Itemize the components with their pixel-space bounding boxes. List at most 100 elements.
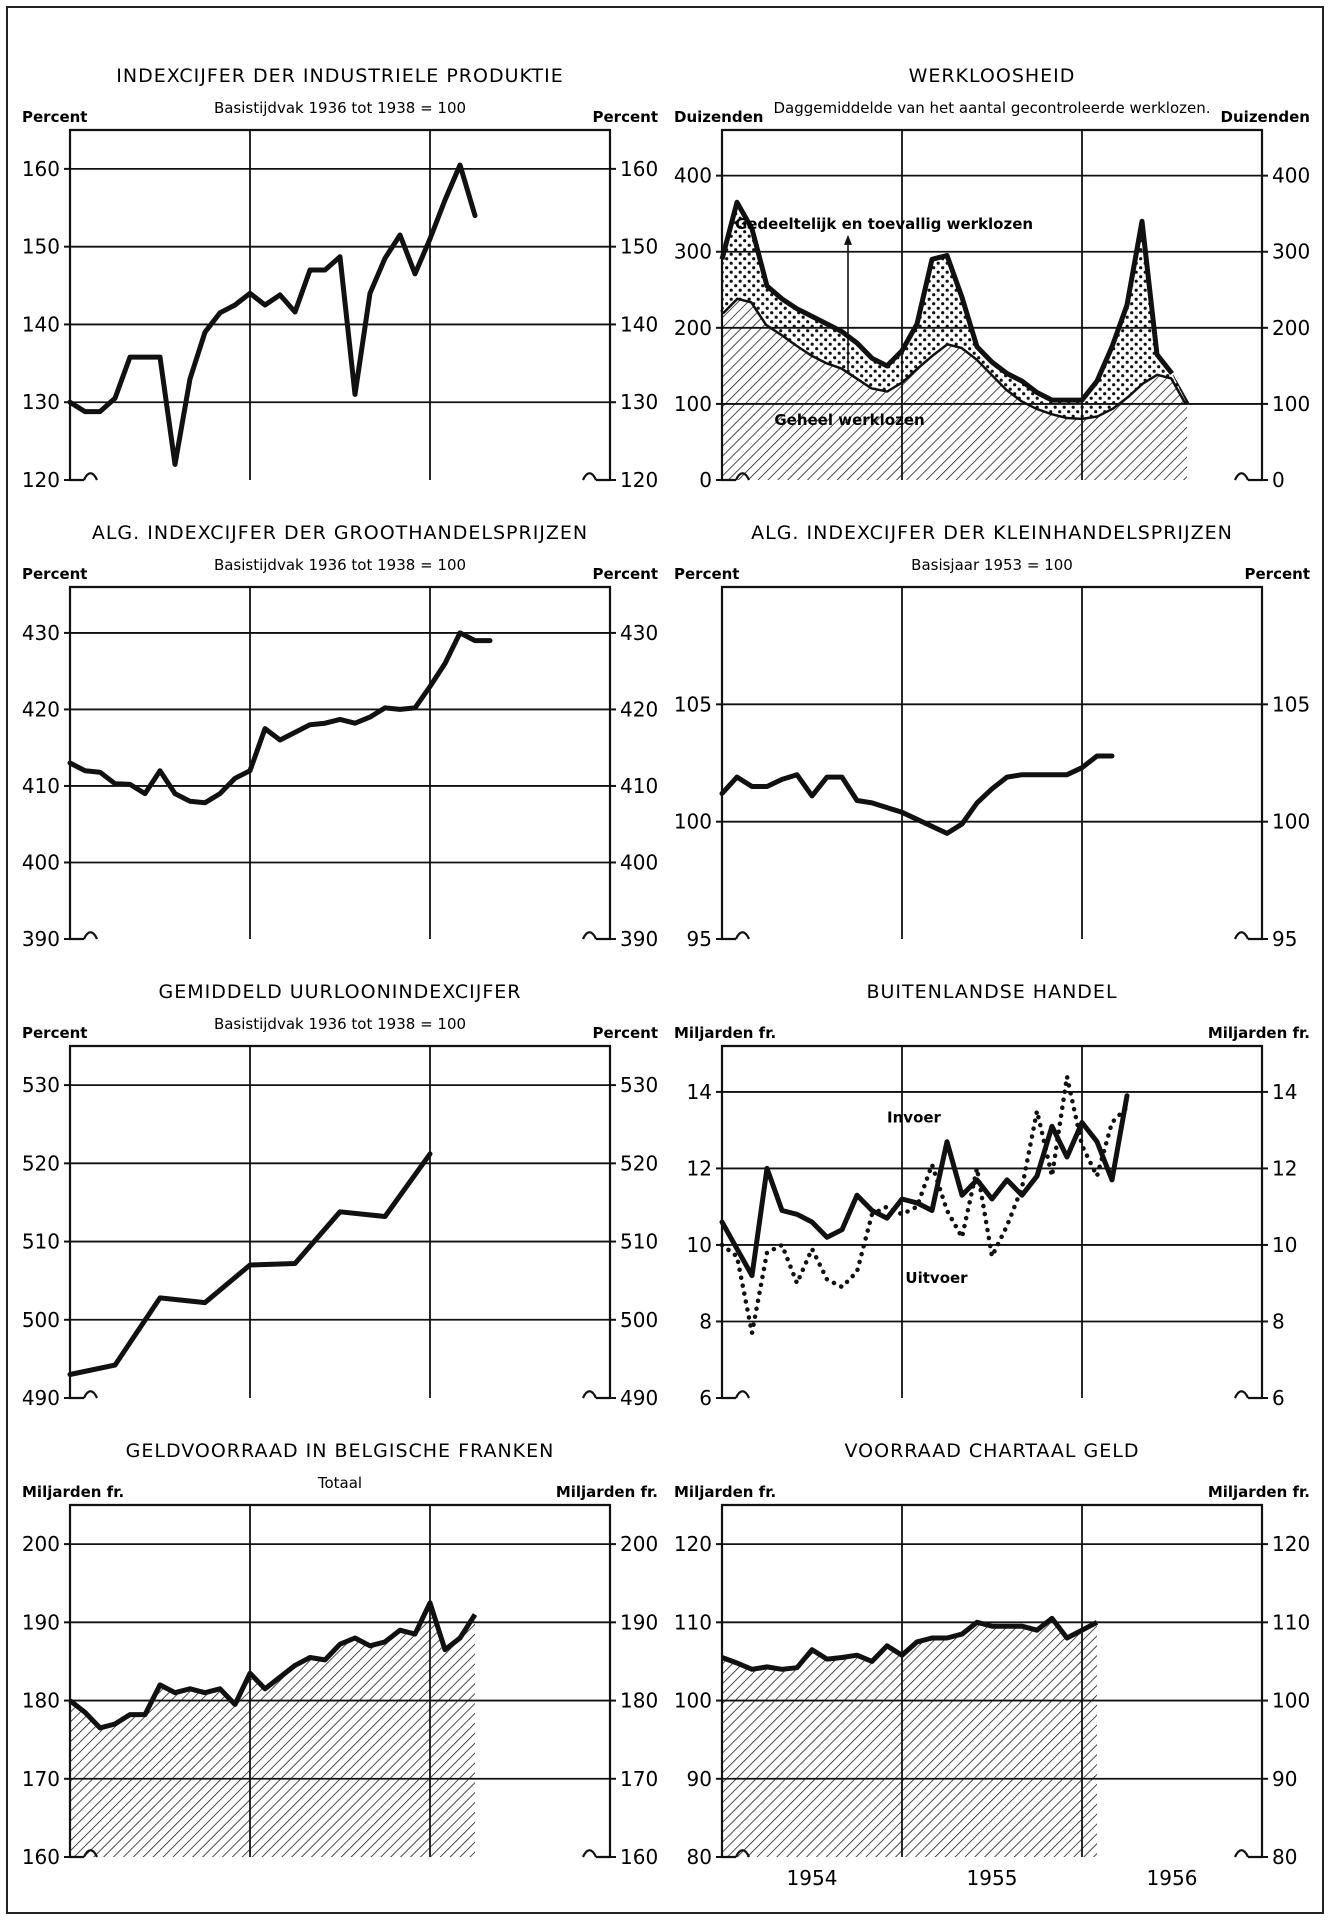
y-tick-label-left: 520 xyxy=(22,1151,60,1175)
axis-break xyxy=(82,931,598,940)
y-tick-label-left: 140 xyxy=(22,312,60,336)
series-invoer-line xyxy=(719,1093,1130,1279)
chart-currency: VOORRAAD CHARTAAL GELD Miljarden fr. Milja… xyxy=(674,1440,1310,1869)
y-tick-label-right: 90 xyxy=(1272,1767,1297,1791)
axis-break xyxy=(734,1849,1250,1858)
y-tick-label-right: 400 xyxy=(620,850,658,874)
y-tick-label-left: 150 xyxy=(22,235,60,259)
plot-frame xyxy=(720,585,1264,941)
y-unit-left: Percent xyxy=(22,108,87,126)
series-annotation: Gedeeltelijk en toevallig werklozen xyxy=(735,215,1033,233)
axis-break xyxy=(82,1849,598,1858)
y-tick-label-right: 10 xyxy=(1272,1233,1297,1257)
chart-subtitle: Basisjaar 1953 = 100 xyxy=(911,556,1073,574)
y-tick-label-left: 300 xyxy=(674,240,712,264)
y-tick-label-left: 160 xyxy=(22,157,60,181)
series-uitvoer-line xyxy=(719,1076,1130,1334)
y-tick-label-right: 170 xyxy=(620,1767,658,1791)
plot-frame xyxy=(720,1503,1264,1859)
y-tick-label-left: 430 xyxy=(22,621,60,645)
y-unit-right: Percent xyxy=(593,565,658,583)
series-0-line xyxy=(67,162,478,467)
y-tick-label-right: 160 xyxy=(620,157,658,181)
series-0-area xyxy=(722,1618,1097,1857)
chart-wholesale: ALG. INDEXCIJFER DER GROOTHANDELSPRIJZEN… xyxy=(22,522,658,951)
y-unit-left: Duizenden xyxy=(674,108,763,126)
y-tick-label-right: 410 xyxy=(620,774,658,798)
series-annotation: Geheel werklozen xyxy=(774,411,924,429)
y-tick-label-right: 160 xyxy=(620,1845,658,1869)
series-annotation: Invoer xyxy=(887,1109,942,1127)
y-tick-label-left: 14 xyxy=(687,1080,712,1104)
y-tick-label-right: 80 xyxy=(1272,1845,1297,1869)
series-0-line xyxy=(67,630,493,806)
y-tick-label-left: 6 xyxy=(699,1386,712,1410)
y-tick-label-right: 14 xyxy=(1272,1080,1297,1104)
y-tick-label-right: 200 xyxy=(620,1532,658,1556)
y-unit-right: Miljarden fr. xyxy=(1208,1024,1310,1042)
y-tick-label-right: 390 xyxy=(620,927,658,951)
y-tick-label-left: 510 xyxy=(22,1230,60,1254)
series-0-line xyxy=(721,1615,1099,1672)
chart-retail: ALG. INDEXCIJFER DER KLEINHANDELSPRIJZEN… xyxy=(674,522,1310,951)
y-tick-label-right: 180 xyxy=(620,1689,658,1713)
y-tick-label-left: 90 xyxy=(687,1767,712,1791)
y-tick-label-left: 130 xyxy=(22,390,60,414)
x-year-label: 1954 xyxy=(787,1866,838,1890)
axis-break xyxy=(734,931,1250,940)
chart-title: ALG. INDEXCIJFER DER GROOTHANDELSPRIJZEN xyxy=(92,522,588,544)
y-tick-label-left: 100 xyxy=(674,810,712,834)
plot-frame xyxy=(720,128,1264,482)
y-tick-label-left: 200 xyxy=(674,316,712,340)
y-tick-label-right: 105 xyxy=(1272,692,1310,716)
y-tick-label-right: 120 xyxy=(1272,1532,1310,1556)
y-tick-label-right: 130 xyxy=(620,390,658,414)
chart-title: VOORRAAD CHARTAAL GELD xyxy=(845,1440,1140,1462)
y-tick-label-left: 390 xyxy=(22,927,60,951)
chart-subtitle: Basistijdvak 1936 tot 1938 = 100 xyxy=(214,1015,466,1033)
x-year-label: 1956 xyxy=(1147,1866,1198,1890)
y-tick-label-right: 8 xyxy=(1272,1309,1285,1333)
y-tick-label-left: 420 xyxy=(22,697,60,721)
axis-break xyxy=(82,472,598,481)
y-tick-label-right: 530 xyxy=(620,1073,658,1097)
y-tick-label-right: 100 xyxy=(1272,810,1310,834)
y-tick-label-left: 80 xyxy=(687,1845,712,1869)
chart-subtitle: Basistijdvak 1936 tot 1938 = 100 xyxy=(214,556,466,574)
series-gedeeltelijk-en-toevallig-werklozen-area xyxy=(722,202,1187,418)
y-tick-label-right: 400 xyxy=(1272,164,1310,188)
y-unit-left: Percent xyxy=(22,565,87,583)
chart-subtitle: Daggemiddelde van het aantal gecontrolee… xyxy=(773,99,1210,117)
y-tick-label-right: 300 xyxy=(1272,240,1310,264)
y-tick-label-right: 500 xyxy=(620,1308,658,1332)
y-tick-label-left: 400 xyxy=(674,164,712,188)
y-unit-left: Percent xyxy=(22,1024,87,1042)
chart-title: BUITENLANDSE HANDEL xyxy=(866,981,1117,1003)
chart-title: GEMIDDELD UURLOONINDEXCIJFER xyxy=(159,981,522,1003)
series-0-line xyxy=(719,753,1115,836)
y-unit-right: Percent xyxy=(593,108,658,126)
y-unit-right: Percent xyxy=(593,1024,658,1042)
x-year-label: 1955 xyxy=(967,1866,1018,1890)
y-tick-label-right: 120 xyxy=(620,468,658,492)
y-tick-label-right: 6 xyxy=(1272,1386,1285,1410)
chart-subtitle: Basistijdvak 1936 tot 1938 = 100 xyxy=(214,99,466,117)
chart-title: INDEXCIJFER DER INDUSTRIELE PRODUKTIE xyxy=(116,65,563,87)
y-tick-label-left: 200 xyxy=(22,1532,60,1556)
y-tick-label-left: 170 xyxy=(22,1767,60,1791)
y-tick-label-left: 190 xyxy=(22,1610,60,1634)
series-geheel-werklozen-area xyxy=(722,297,1187,480)
chart-foreign_trade: BUITENLANDSE HANDEL Miljarden fr. Miljarde… xyxy=(674,981,1310,1410)
y-unit-left: Miljarden fr. xyxy=(22,1483,124,1501)
y-tick-label-right: 0 xyxy=(1272,468,1285,492)
chart-money_supply: GELDVOORRAAD IN BELGISCHE FRANKEN Totaal M… xyxy=(22,1440,658,1869)
y-tick-label-right: 95 xyxy=(1272,927,1297,951)
series-annotation: Uitvoer xyxy=(905,1269,968,1287)
plot-frame xyxy=(720,1044,1264,1400)
y-tick-label-right: 12 xyxy=(1272,1156,1297,1180)
y-unit-right: Duizenden xyxy=(1221,108,1310,126)
chart-subtitle: Totaal xyxy=(317,1474,362,1492)
y-tick-label-right: 430 xyxy=(620,621,658,645)
page-frame xyxy=(6,6,1324,1914)
